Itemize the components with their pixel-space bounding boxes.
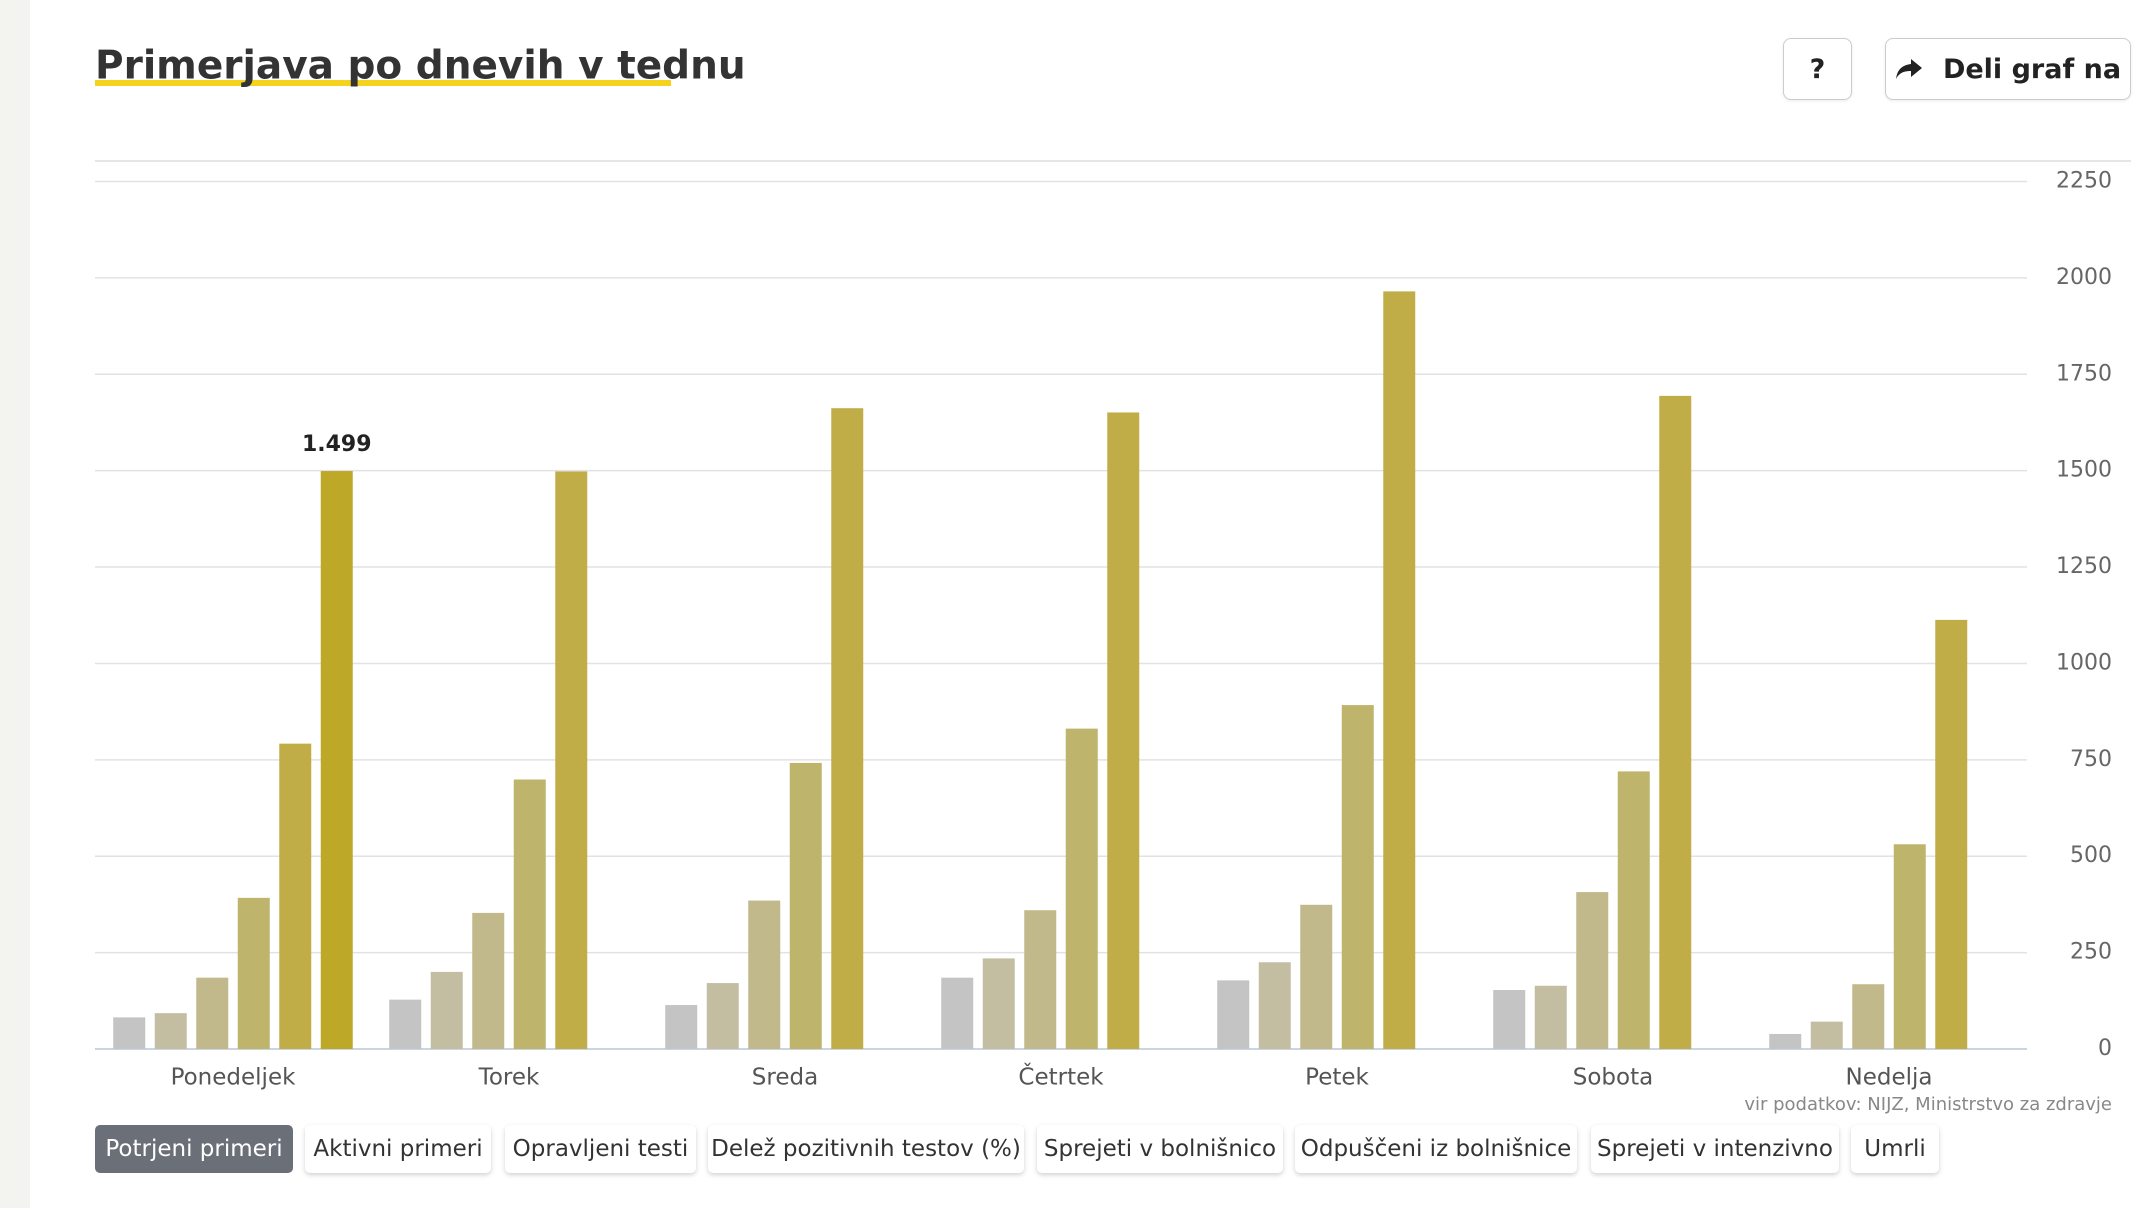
bar (555, 471, 588, 1050)
bar (941, 977, 974, 1049)
help-label: ? (1809, 53, 1826, 85)
bar (389, 999, 422, 1049)
tab-button[interactable]: Potrjeni primeri (95, 1125, 293, 1173)
bar (748, 900, 781, 1049)
bar (154, 1013, 187, 1049)
bar (320, 471, 353, 1049)
bar (1024, 910, 1057, 1049)
bar (789, 762, 822, 1049)
y-tick-label: 1500 (2056, 458, 2112, 483)
side-stripe (0, 0, 30, 1208)
bar (279, 743, 312, 1049)
help-button[interactable]: ? (1783, 38, 1852, 100)
bar (1769, 1033, 1802, 1049)
bar (982, 958, 1015, 1049)
tab-button[interactable]: Umrli (1851, 1125, 1939, 1173)
tab-button[interactable]: Delež pozitivnih testov (%) (708, 1125, 1024, 1173)
bar (1383, 291, 1416, 1050)
x-tick-label: Ponedeljek (171, 1065, 297, 1091)
share-button[interactable]: Deli graf na (1885, 38, 2131, 100)
bar (1341, 705, 1374, 1049)
bar (1493, 990, 1526, 1049)
share-label: Deli graf na (1942, 53, 2122, 85)
bar (237, 897, 270, 1049)
chart-title: Primerjava po dnevih v tednu (95, 44, 746, 89)
x-tick-label: Četrtek (1018, 1063, 1104, 1091)
y-tick-label: 1750 (2056, 361, 2112, 386)
bar (1935, 619, 1968, 1049)
bar (430, 971, 463, 1049)
title-underline (95, 80, 671, 86)
bar (1065, 728, 1098, 1049)
y-tick-label: 1250 (2056, 554, 2112, 579)
bar (1300, 904, 1333, 1049)
y-tick-label: 0 (2098, 1036, 2112, 1061)
bar (1852, 984, 1885, 1049)
tab-button[interactable]: Sprejeti v intenzivno (1591, 1125, 1839, 1173)
tab-button[interactable]: Opravljeni testi (505, 1125, 696, 1173)
tab-button[interactable]: Aktivni primeri (305, 1125, 491, 1173)
bar (831, 408, 864, 1049)
bar (1810, 1021, 1843, 1049)
tab-button[interactable]: Sprejeti v bolnišnico (1037, 1125, 1283, 1173)
bar (513, 779, 546, 1049)
value-label: 1.499 (302, 432, 372, 457)
bar (706, 983, 739, 1049)
y-tick-label: 250 (2070, 940, 2112, 965)
bar (196, 977, 229, 1049)
x-tick-label: Torek (478, 1065, 540, 1091)
bar (1107, 412, 1140, 1050)
bar (1258, 962, 1291, 1049)
y-tick-label: 2250 (2056, 169, 2112, 194)
bar (113, 1017, 146, 1049)
x-tick-label: Sobota (1573, 1065, 1653, 1091)
bar (472, 912, 505, 1049)
y-tick-label: 1000 (2056, 650, 2112, 675)
tab-button[interactable]: Odpuščeni iz bolnišnice (1295, 1125, 1577, 1173)
y-tick-label: 500 (2070, 843, 2112, 868)
y-tick-label: 2000 (2056, 265, 2112, 290)
source-note: vir podatkov: NIJZ, Ministrstvo za zdrav… (1744, 1094, 2112, 1115)
y-tick-label: 750 (2070, 747, 2112, 772)
share-icon (1895, 59, 1922, 79)
bar (1217, 980, 1250, 1049)
x-tick-label: Sreda (752, 1065, 818, 1091)
bar (665, 1005, 698, 1049)
bar (1617, 771, 1650, 1049)
bar (1534, 985, 1567, 1049)
bar (1893, 844, 1926, 1049)
x-tick-label: Petek (1305, 1065, 1369, 1091)
bar (1659, 395, 1692, 1049)
bar (1576, 892, 1609, 1049)
x-tick-label: Nedelja (1846, 1065, 1933, 1091)
